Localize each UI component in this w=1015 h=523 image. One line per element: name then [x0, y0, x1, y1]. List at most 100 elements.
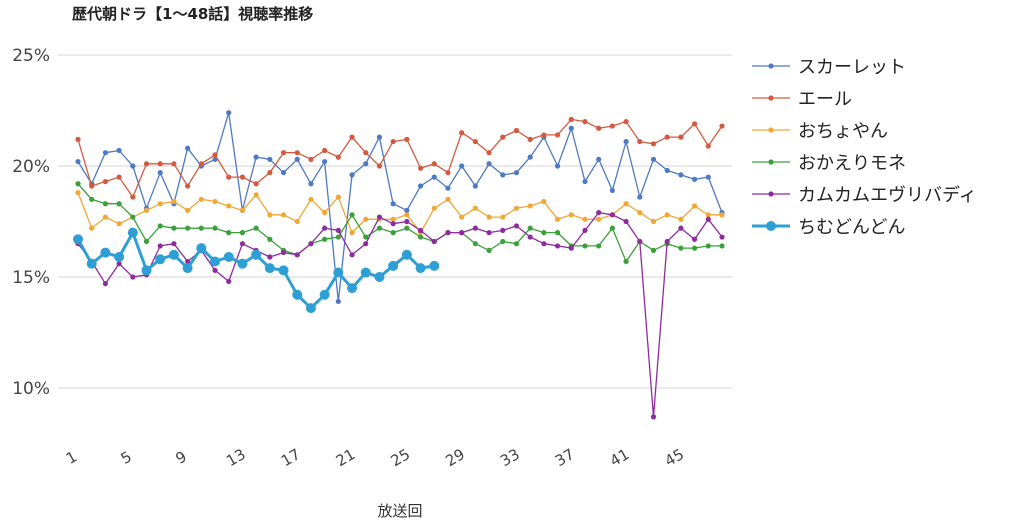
data-point: [513, 241, 520, 247]
data-point: [459, 230, 465, 236]
data-point: [609, 225, 615, 231]
data-point: [226, 230, 232, 236]
series-1: [75, 116, 725, 200]
data-point: [237, 258, 248, 269]
legend-label: おちょやん: [798, 121, 888, 142]
data-point: [143, 238, 150, 245]
x-tick-label: 17: [278, 445, 304, 470]
data-point: [650, 218, 657, 225]
data-point: [623, 201, 629, 207]
data-point: [664, 238, 670, 245]
data-point: [554, 132, 561, 138]
data-point: [376, 163, 383, 169]
data-point: [500, 172, 506, 178]
legend-swatch-marker: [768, 191, 774, 197]
data-point: [417, 165, 424, 171]
data-point: [75, 158, 81, 165]
data-point: [335, 298, 341, 305]
data-point: [486, 150, 492, 156]
data-point: [445, 230, 451, 236]
data-point: [157, 243, 163, 249]
data-point: [347, 283, 358, 294]
legend-swatch-marker: [766, 221, 776, 231]
data-point: [239, 174, 246, 180]
data-point: [609, 187, 615, 194]
data-point: [568, 245, 574, 251]
data-point: [212, 152, 218, 158]
data-point: [349, 134, 355, 140]
data-point: [415, 263, 426, 274]
data-point: [239, 207, 246, 213]
series-lines: [73, 110, 725, 420]
data-point: [705, 216, 711, 222]
data-point: [374, 272, 385, 282]
legend-label: ちむどんどん: [798, 217, 905, 238]
data-point: [349, 172, 355, 178]
x-axis-ticks: 1 5 9 13 17 21 25 29 33 37 41 45: [63, 445, 687, 470]
data-point: [196, 243, 207, 254]
data-point: [500, 238, 506, 245]
data-point: [500, 227, 506, 233]
x-tick-label: 21: [333, 445, 359, 470]
data-point: [212, 198, 218, 205]
data-point: [212, 225, 218, 231]
data-point: [116, 261, 122, 267]
data-point: [360, 267, 371, 278]
x-tick-label: 29: [442, 445, 468, 470]
data-point: [472, 241, 478, 247]
data-point: [171, 225, 177, 231]
data-point: [678, 225, 684, 231]
data-point: [527, 225, 533, 231]
data-point: [596, 156, 602, 162]
data-point: [609, 212, 615, 218]
data-point: [568, 116, 574, 122]
data-point: [472, 183, 478, 189]
data-point: [171, 241, 177, 247]
data-point: [691, 176, 698, 182]
data-point: [308, 241, 314, 247]
series-line: [77, 118, 723, 198]
data-point: [527, 234, 533, 240]
data-point: [691, 203, 698, 209]
data-point: [678, 216, 684, 222]
data-point: [157, 170, 163, 176]
data-point: [198, 196, 204, 202]
data-point: [541, 241, 547, 247]
data-point: [637, 194, 643, 200]
data-point: [705, 212, 711, 218]
data-point: [239, 230, 246, 236]
data-point: [335, 154, 341, 160]
data-point: [86, 258, 97, 269]
data-point: [513, 205, 520, 211]
data-point: [130, 274, 136, 280]
data-point: [143, 161, 150, 167]
data-point: [664, 212, 670, 218]
data-point: [390, 230, 396, 236]
legend-item: ちむどんどん: [752, 217, 905, 238]
data-point: [185, 145, 191, 151]
data-point: [404, 212, 410, 218]
data-point: [472, 138, 478, 145]
data-point: [267, 236, 273, 242]
data-point: [429, 260, 440, 271]
data-point: [472, 225, 478, 231]
data-point: [404, 207, 410, 213]
data-point: [691, 236, 698, 242]
data-point: [322, 225, 328, 231]
data-point: [349, 252, 355, 258]
legend-item: スカーレット: [752, 57, 906, 78]
data-point: [404, 136, 410, 142]
data-point: [116, 201, 122, 207]
data-point: [75, 190, 81, 196]
data-point: [157, 223, 163, 229]
data-point: [705, 143, 711, 149]
data-point: [390, 221, 396, 227]
data-point: [582, 216, 588, 222]
data-point: [102, 201, 109, 207]
data-point: [527, 136, 533, 142]
data-point: [335, 234, 341, 240]
data-point: [650, 156, 657, 162]
data-point: [650, 141, 657, 147]
series-line: [77, 112, 723, 303]
